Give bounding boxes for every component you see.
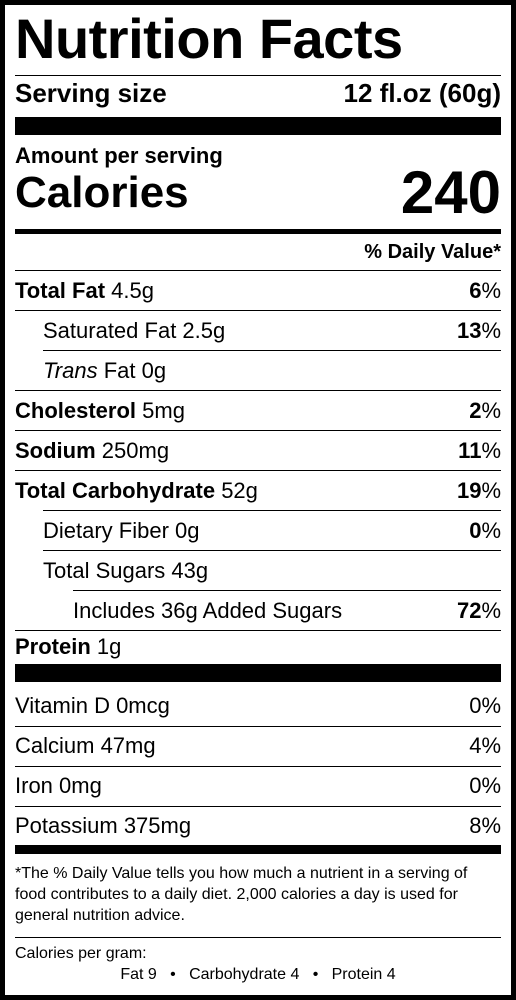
vitamin-name: Calcium 47mg [15, 733, 156, 758]
calories-per-gram-label: Calories per gram: [15, 945, 147, 962]
amount-per-serving: Amount per serving [15, 143, 223, 168]
nutrient-name: Protein 1g [15, 634, 122, 659]
divider [15, 766, 501, 767]
vitamin-name: Vitamin D 0mcg [15, 693, 170, 718]
vitamin-row-iron: Iron 0mg 0% [15, 767, 501, 805]
nutrient-name: Includes 36g Added Sugars [73, 598, 343, 623]
nutrient-row-cholesterol: Cholesterol 5mg 2% [15, 392, 501, 430]
daily-value: 2% [469, 398, 501, 423]
serving-size-label: Serving size [15, 77, 167, 108]
divider [15, 937, 501, 938]
calories-row: Calories 240 [15, 163, 501, 223]
daily-value: 11% [458, 438, 501, 463]
medium-divider [15, 229, 501, 234]
divider [15, 390, 501, 391]
divider [15, 726, 501, 727]
divider [15, 470, 501, 471]
divider [43, 350, 501, 351]
nutrient-row-added-sugars: Includes 36g Added Sugars 72% [73, 592, 501, 630]
vitamin-row-vitamin-d: Vitamin D 0mcg 0% [15, 687, 501, 725]
vitamin-row-potassium: Potassium 375mg 8% [15, 807, 501, 845]
nutrient-row-protein: Protein 1g [15, 632, 501, 662]
nutrient-name: Sodium 250mg [15, 438, 170, 463]
nutrient-row-trans-fat: Trans Fat 0g [43, 352, 501, 390]
label-title: Nutrition Facts [15, 7, 403, 70]
daily-value: 6% [469, 278, 501, 303]
calories-value: 240 [400, 159, 501, 226]
nutrient-row-total-sugars: Total Sugars 43g [43, 552, 501, 590]
divider [15, 270, 501, 271]
calories-label: Calories [15, 168, 189, 217]
daily-value: 19% [456, 478, 501, 503]
nutrient-row-saturated-fat: Saturated Fat 2.5g 13% [43, 312, 501, 350]
nutrient-name: Trans Fat 0g [43, 358, 167, 383]
divider [15, 806, 501, 807]
calories-per-gram-detail: Fat 9 • Carbohydrate 4 • Protein 4 [120, 966, 396, 983]
serving-size-row: Serving size 12 fl.oz (60g) [15, 77, 501, 109]
vitamin-name: Iron 0mg [15, 773, 102, 798]
nutrient-name: Saturated Fat 2.5g [43, 318, 226, 343]
nutrient-row-sodium: Sodium 250mg 11% [15, 432, 501, 470]
thick-divider [15, 664, 501, 682]
daily-value: 0% [469, 518, 501, 543]
divider [43, 550, 501, 551]
thick-divider [15, 117, 501, 135]
vitamin-row-calcium: Calcium 47mg 4% [15, 727, 501, 765]
nutrient-name: Cholesterol 5mg [15, 398, 185, 423]
daily-value: 0% [469, 693, 501, 718]
divider [15, 75, 501, 76]
serving-size-value: 12 fl.oz (60g) [343, 77, 501, 108]
divider [15, 310, 501, 311]
daily-value: 72% [456, 598, 501, 623]
nutrient-row-total-carbohydrate: Total Carbohydrate 52g 19% [15, 472, 501, 510]
divider [15, 430, 501, 431]
daily-value: 4% [469, 733, 501, 758]
nutrient-name: Total Carbohydrate 52g [15, 478, 258, 503]
daily-value-header: % Daily Value* [364, 241, 501, 263]
nutrient-row-total-fat: Total Fat 4.5g 6% [15, 272, 501, 310]
daily-value-footnote: *The % Daily Value tells you how much a … [15, 865, 468, 924]
divider [43, 510, 501, 511]
daily-value: 0% [469, 773, 501, 798]
vitamin-name: Potassium 375mg [15, 813, 192, 838]
label-content: Nutrition Facts Serving size 12 fl.oz (6… [15, 5, 501, 995]
nutrient-row-dietary-fiber: Dietary Fiber 0g 0% [43, 512, 501, 550]
nutrient-name: Dietary Fiber 0g [43, 518, 200, 543]
daily-value: 13% [456, 318, 501, 343]
medium-divider [15, 845, 501, 854]
nutrient-name: Total Sugars 43g [43, 558, 209, 583]
divider [73, 590, 501, 591]
nutrient-name: Total Fat 4.5g [15, 278, 154, 303]
divider [15, 630, 501, 631]
daily-value: 8% [469, 813, 501, 838]
